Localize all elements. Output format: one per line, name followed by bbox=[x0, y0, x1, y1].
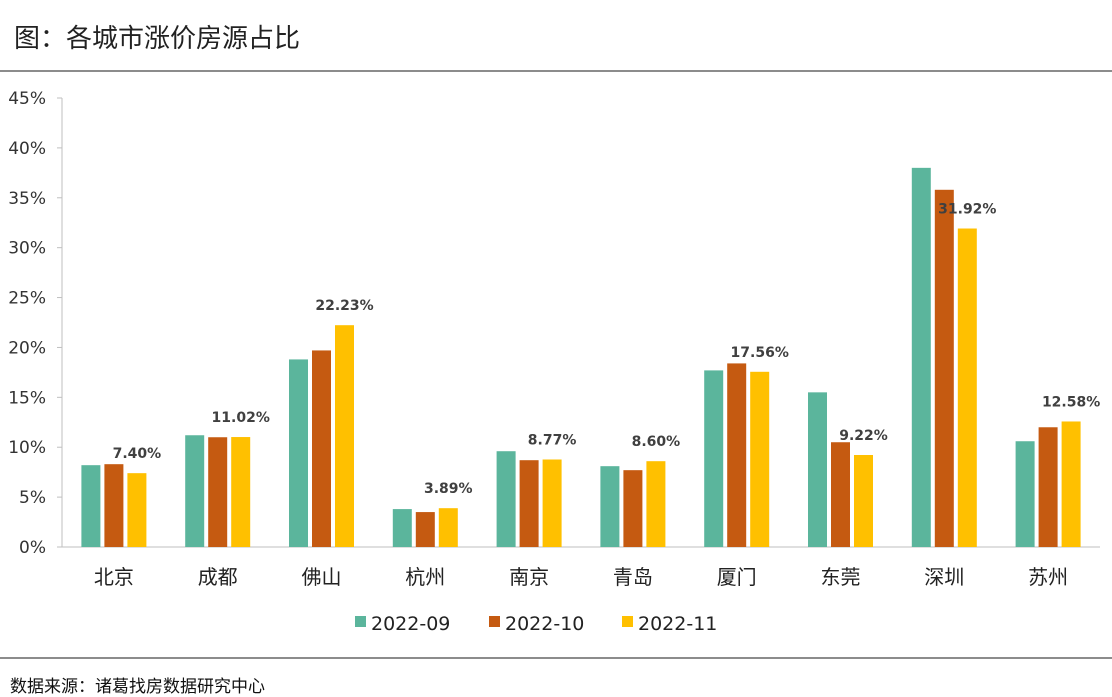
data-label: 11.02% bbox=[212, 410, 270, 426]
data-label: 8.77% bbox=[528, 432, 577, 448]
bar-2022-11 bbox=[542, 459, 562, 547]
bar-2022-10 bbox=[623, 470, 643, 547]
bar-2022-11 bbox=[335, 325, 354, 547]
y-tick-label: 15% bbox=[8, 388, 46, 408]
bar-2022-10 bbox=[1038, 427, 1058, 547]
bar-2022-09 bbox=[911, 167, 931, 547]
data-label: 7.40% bbox=[113, 446, 162, 462]
legend-label: 2022-09 bbox=[371, 613, 450, 635]
legend-swatch bbox=[489, 616, 500, 627]
bar-2022-10 bbox=[727, 363, 747, 547]
bar-2022-09 bbox=[808, 392, 827, 547]
data-label: 9.22% bbox=[839, 428, 888, 444]
bar-2022-11 bbox=[957, 228, 977, 547]
top-divider bbox=[0, 70, 1112, 72]
bar-2022-11 bbox=[231, 437, 251, 547]
bar-2022-09 bbox=[704, 370, 724, 547]
data-label: 31.92% bbox=[938, 202, 996, 218]
y-tick-label: 10% bbox=[8, 438, 46, 458]
bar-2022-09 bbox=[600, 466, 620, 547]
bar-2022-10 bbox=[312, 350, 331, 547]
x-category-label: 成都 bbox=[198, 565, 238, 589]
data-label: 8.60% bbox=[632, 434, 681, 450]
y-tick-label: 30% bbox=[8, 239, 46, 259]
bar-2022-09 bbox=[185, 435, 205, 547]
bar-2022-10 bbox=[831, 442, 850, 547]
x-category-label: 厦门 bbox=[717, 565, 757, 589]
legend-swatch bbox=[622, 616, 633, 627]
bar-2022-10 bbox=[208, 437, 228, 547]
bar-2022-11 bbox=[127, 473, 147, 547]
x-category-label: 南京 bbox=[509, 565, 549, 589]
bar-2022-11 bbox=[646, 461, 666, 547]
y-tick-label: 20% bbox=[8, 338, 46, 358]
data-label: 22.23% bbox=[315, 298, 373, 314]
x-category-label: 苏州 bbox=[1028, 565, 1068, 589]
data-label: 17.56% bbox=[731, 345, 789, 361]
bar-2022-10 bbox=[519, 460, 539, 547]
x-category-label: 东莞 bbox=[821, 565, 861, 589]
bar-2022-10 bbox=[934, 189, 954, 547]
legend-label: 2022-11 bbox=[638, 613, 717, 635]
bar-2022-10 bbox=[415, 512, 435, 547]
data-label: 3.89% bbox=[424, 481, 473, 497]
x-category-label: 杭州 bbox=[405, 565, 445, 589]
x-category-label: 佛山 bbox=[302, 565, 342, 589]
bar-2022-10 bbox=[104, 464, 124, 547]
y-tick-label: 35% bbox=[8, 189, 46, 209]
bar-2022-09 bbox=[1015, 441, 1035, 547]
y-tick-label: 45% bbox=[8, 89, 46, 109]
x-category-label: 北京 bbox=[94, 565, 134, 589]
chart-title: 图：各城市涨价房源占比 bbox=[14, 24, 301, 54]
y-tick-label: 0% bbox=[19, 538, 46, 558]
bar-2022-09 bbox=[496, 451, 516, 547]
data-source: 数据来源：诸葛找房数据研究中心 bbox=[10, 677, 265, 697]
bar-2022-11 bbox=[854, 455, 873, 547]
y-tick-label: 5% bbox=[19, 488, 46, 508]
bar-2022-11 bbox=[438, 508, 458, 547]
bar-2022-09 bbox=[392, 509, 412, 547]
y-tick-label: 25% bbox=[8, 289, 46, 309]
y-tick-label: 40% bbox=[8, 139, 46, 159]
bar-2022-09 bbox=[289, 359, 308, 547]
bar-2022-11 bbox=[750, 371, 770, 547]
bottom-divider bbox=[0, 657, 1112, 659]
data-label: 12.58% bbox=[1042, 394, 1100, 410]
bar-2022-09 bbox=[81, 465, 101, 547]
bar-chart: 0% 5% 10% 15% 20% 25% 30% 35% 40% 45% 北京 7.40% 成都 11.… bbox=[8, 89, 1100, 635]
x-category-label: 青岛 bbox=[613, 565, 653, 589]
x-category-label: 深圳 bbox=[924, 565, 964, 589]
legend-swatch bbox=[355, 616, 366, 627]
bar-2022-11 bbox=[1061, 421, 1081, 547]
legend-label: 2022-10 bbox=[505, 613, 584, 635]
